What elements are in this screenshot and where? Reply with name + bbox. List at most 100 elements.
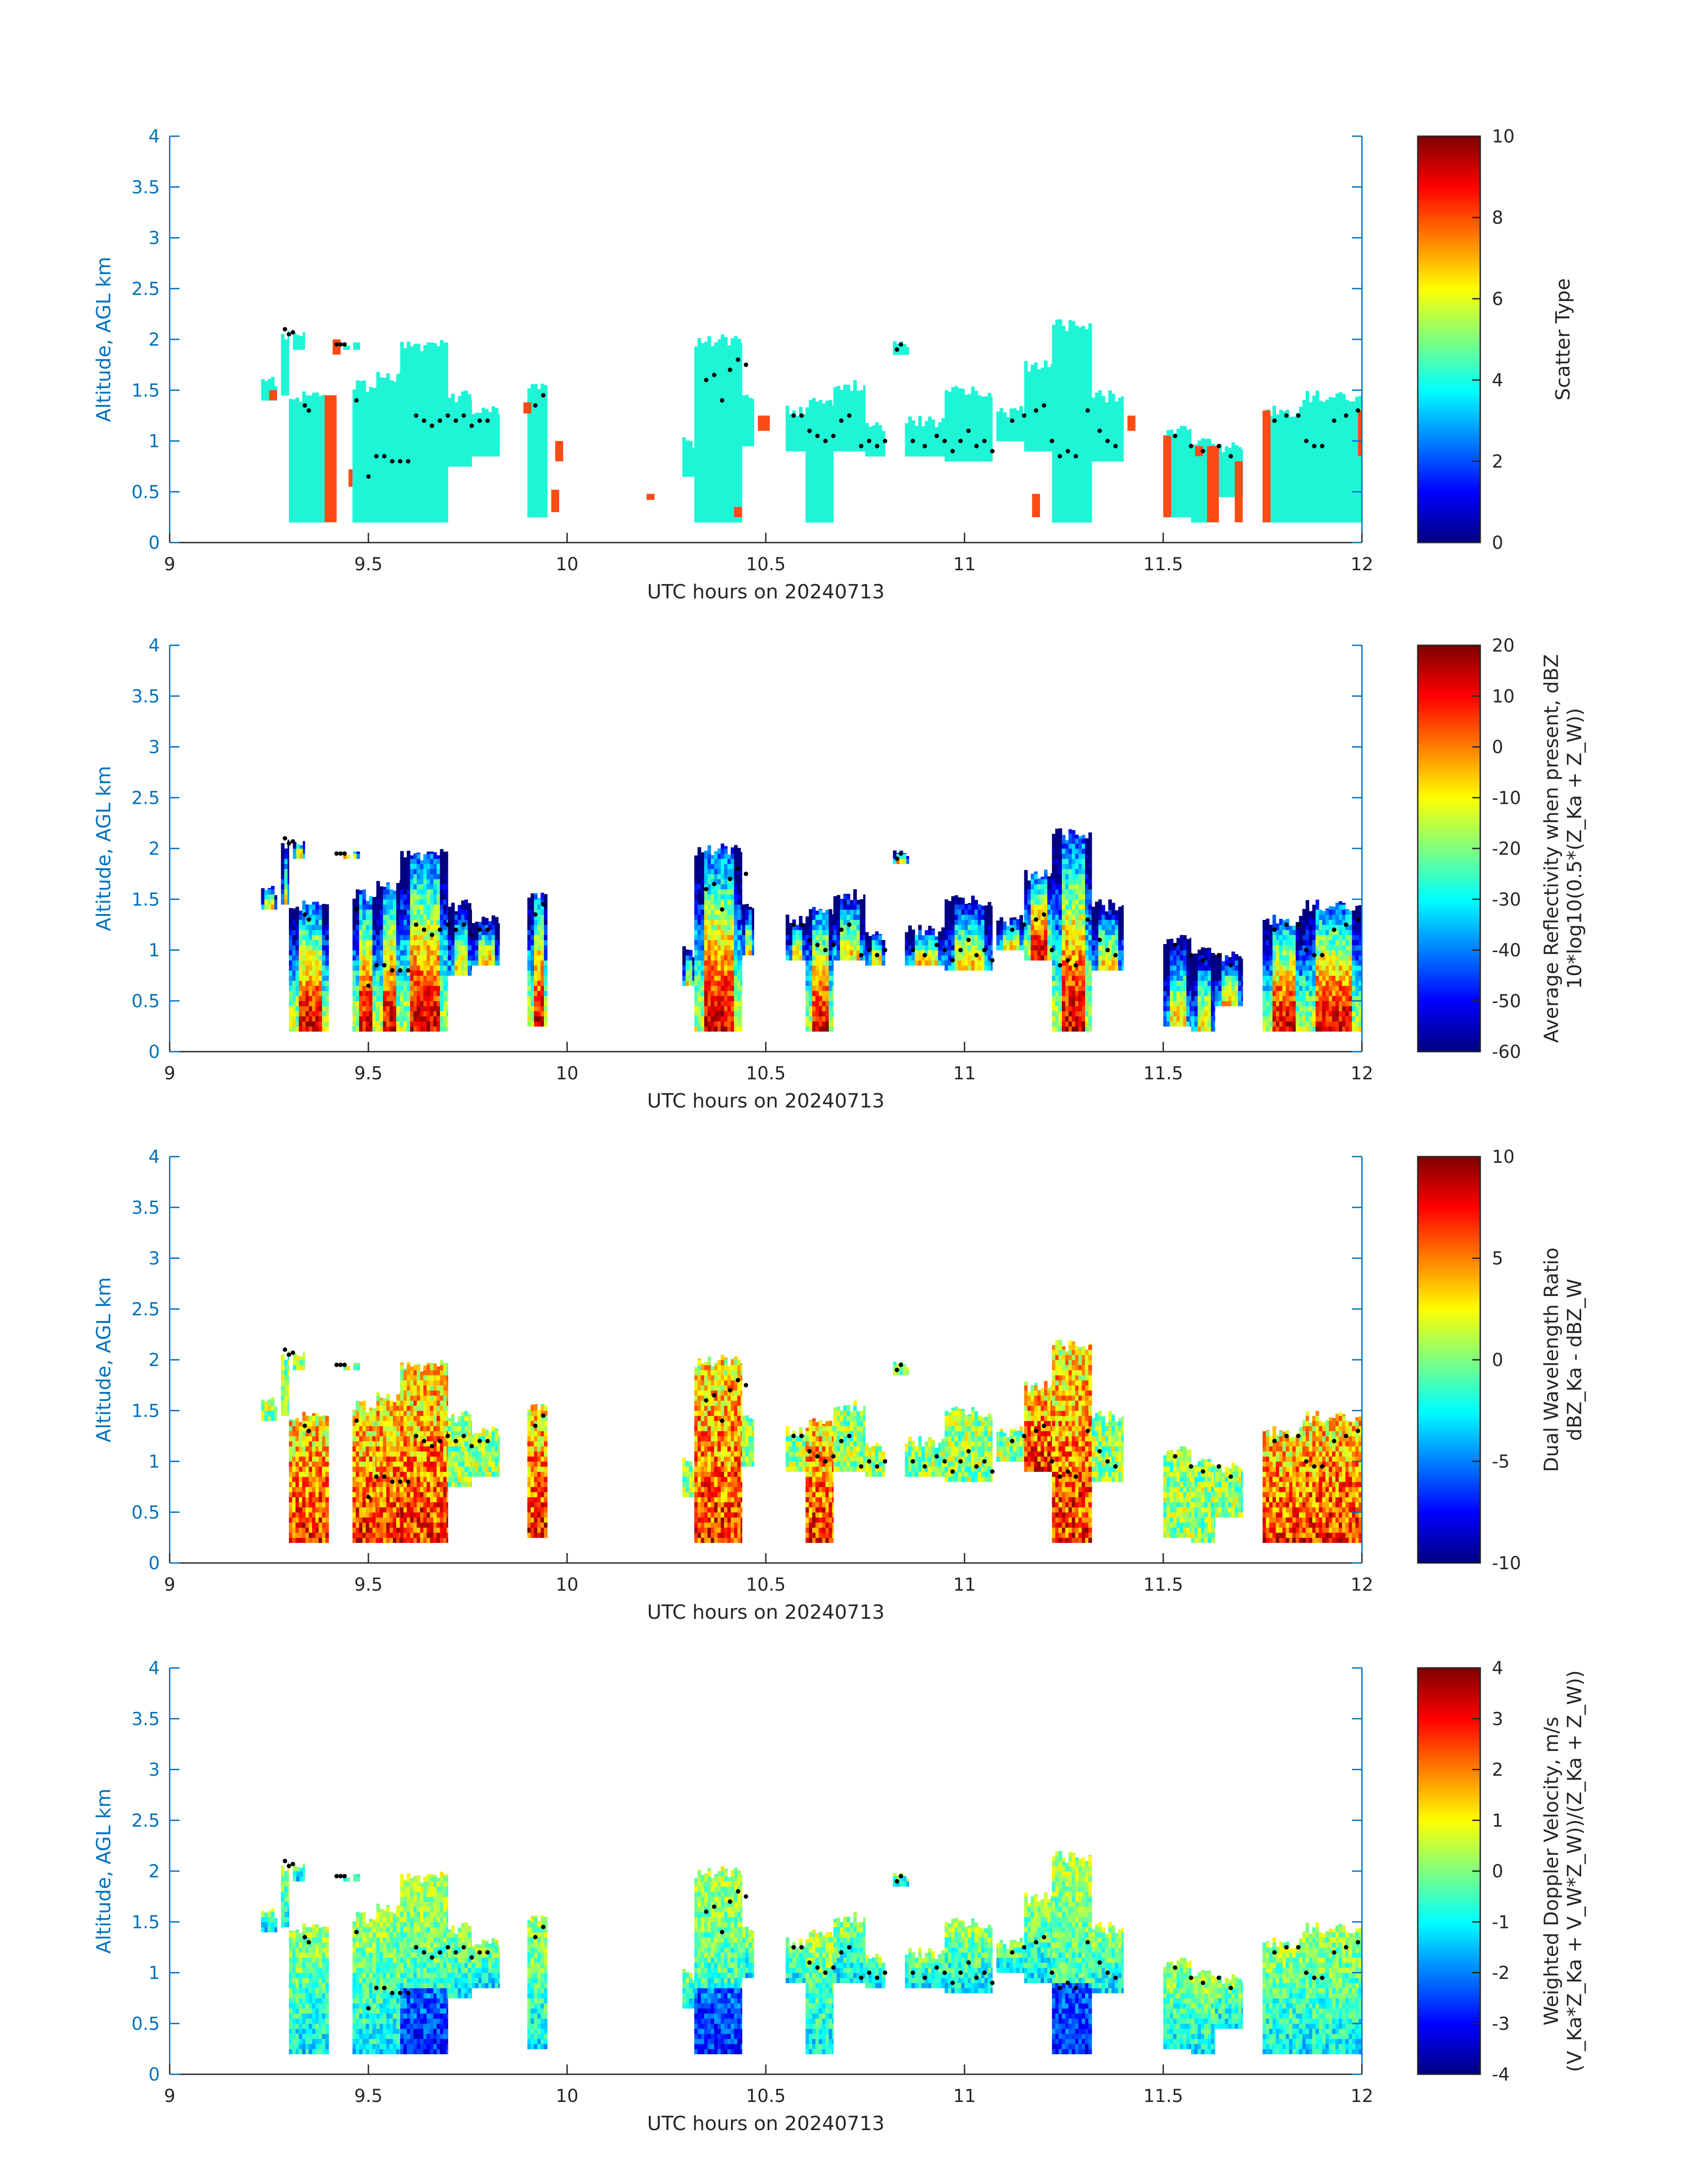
radar-cell — [296, 339, 300, 345]
radar-cell — [423, 517, 427, 522]
radar-cell — [1292, 502, 1296, 507]
radar-cell — [443, 390, 447, 396]
radar-cell — [708, 421, 711, 426]
radar-cell — [1019, 406, 1023, 411]
radar-cell — [372, 410, 376, 416]
radar-cell — [485, 409, 489, 411]
radar-cell — [971, 416, 975, 421]
radar-cell — [704, 472, 708, 477]
radar-cell — [437, 476, 440, 482]
radar-cell — [534, 507, 538, 512]
radar-cell — [1303, 401, 1306, 406]
radar-cell — [1336, 487, 1339, 492]
radar-cell — [1349, 492, 1352, 497]
radar-cell — [1052, 339, 1056, 345]
radar-cell — [974, 410, 978, 416]
radar-cell — [1092, 451, 1095, 456]
radar-cell — [1105, 405, 1109, 411]
radar-cell — [1292, 426, 1296, 431]
radar-cell — [701, 441, 705, 447]
radar-cell — [1078, 502, 1082, 507]
radar-cell — [443, 482, 447, 487]
radar-cell — [299, 456, 302, 462]
radar-cell — [1345, 436, 1349, 441]
radar-cell — [1194, 492, 1198, 497]
radar-cell — [971, 451, 975, 456]
radar-cell — [312, 393, 316, 396]
radar-cell — [915, 431, 919, 436]
radar-cell — [809, 507, 812, 512]
radar-cell — [1031, 446, 1034, 451]
radar-cell — [1075, 482, 1079, 487]
radar-cell — [1041, 380, 1044, 385]
radar-cell — [302, 517, 306, 522]
radar-cell — [1289, 436, 1293, 441]
radar-cell — [918, 426, 922, 431]
radar-cell — [1345, 492, 1349, 497]
radar-cell — [718, 421, 721, 426]
radar-cell — [697, 517, 701, 522]
radar-cell — [1072, 476, 1075, 482]
radar-cell — [1349, 405, 1352, 411]
radar-cell — [1312, 405, 1316, 411]
radar-cell — [1232, 461, 1235, 467]
radar-cell — [731, 497, 734, 502]
radar-cell — [1072, 446, 1075, 451]
radar-cell — [1173, 446, 1177, 451]
radar-cell — [458, 421, 461, 426]
radar-cell — [734, 336, 738, 339]
radar-cell — [447, 517, 448, 522]
radar-cell — [1282, 426, 1286, 431]
radar-cell — [498, 426, 500, 431]
radar-cell — [815, 512, 819, 518]
radar-cell — [417, 365, 420, 370]
radar-cell — [390, 472, 393, 477]
radar-cell — [1085, 365, 1089, 370]
radar-cell — [1034, 441, 1038, 447]
radar-cell — [292, 476, 296, 482]
radar-cell — [863, 385, 865, 391]
radar-cell — [708, 410, 711, 416]
radar-cell — [860, 410, 864, 416]
radar-cell — [697, 385, 701, 390]
radar-cell — [1339, 507, 1342, 512]
radar-cell — [697, 466, 701, 472]
radar-cell — [390, 390, 393, 396]
radar-cell — [289, 507, 292, 512]
radar-cell — [400, 507, 404, 512]
radar-cell — [1349, 497, 1352, 502]
radar-cell — [724, 456, 728, 462]
radar-cell — [427, 355, 430, 360]
radar-cell — [437, 410, 440, 416]
radar-cell — [721, 517, 724, 522]
radar-cell — [686, 441, 689, 447]
radar-cell — [1183, 492, 1187, 497]
radar-cell — [1186, 451, 1190, 456]
radar-cell — [1315, 487, 1319, 492]
radar-cell — [541, 446, 544, 451]
radar-cell — [271, 377, 275, 380]
radar-cell — [1355, 492, 1359, 497]
radar-cell — [1059, 395, 1062, 401]
radar-cell — [731, 421, 734, 426]
radar-cell — [711, 446, 714, 451]
radar-cell — [1095, 456, 1098, 462]
radar-cell — [1016, 410, 1020, 411]
radar-cell — [352, 487, 356, 492]
radar-cell — [448, 398, 451, 401]
radar-cell — [971, 390, 975, 396]
radar-cell — [448, 441, 451, 447]
radar-cell — [356, 502, 359, 507]
radar-cell — [1190, 429, 1191, 431]
radar-cell — [437, 482, 440, 487]
radar-cell — [812, 507, 816, 512]
radar-cell — [1198, 441, 1201, 447]
radar-cell — [935, 451, 938, 456]
radar-cell — [741, 360, 743, 365]
radar-cell — [718, 451, 721, 456]
radar-cell — [1078, 461, 1082, 467]
radar-cell — [1031, 385, 1034, 390]
radar-cell — [840, 405, 844, 411]
radar-cell — [727, 416, 731, 421]
radar-cell — [1108, 451, 1112, 456]
